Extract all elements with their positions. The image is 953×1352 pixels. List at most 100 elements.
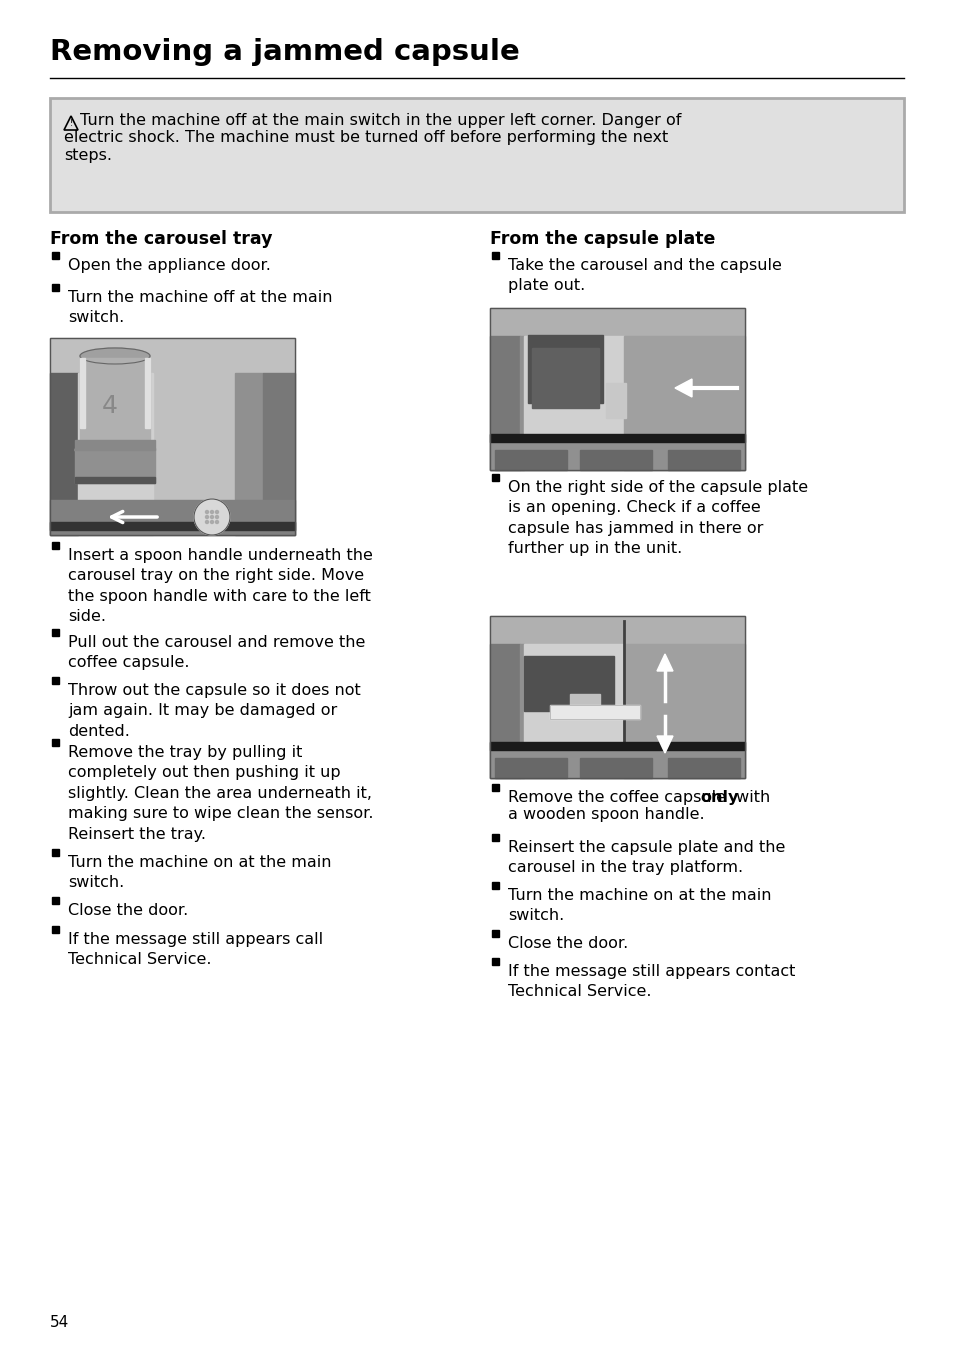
Polygon shape — [657, 654, 672, 671]
Bar — [579, 758, 651, 777]
Bar — [52, 542, 59, 549]
Bar — [667, 450, 740, 470]
Text: 54: 54 — [50, 1315, 70, 1330]
Text: electric shock. The machine must be turned off before performing the next: electric shock. The machine must be turn… — [64, 130, 667, 145]
Bar — [490, 308, 744, 470]
Text: If the message still appears contact
Technical Service.: If the message still appears contact Tec… — [507, 964, 795, 999]
Bar — [78, 373, 152, 535]
Bar — [50, 338, 294, 535]
Text: a wooden spoon handle.: a wooden spoon handle. — [507, 807, 704, 822]
Bar — [490, 617, 744, 777]
Text: Close the door.: Close the door. — [68, 903, 188, 918]
Bar — [52, 740, 59, 746]
Text: Close the door.: Close the door. — [507, 936, 628, 950]
Text: steps.: steps. — [64, 147, 112, 164]
Circle shape — [215, 511, 218, 514]
Bar — [490, 308, 744, 470]
Text: Insert a spoon handle underneath the
carousel tray on the right side. Move
the s: Insert a spoon handle underneath the car… — [68, 548, 373, 625]
Circle shape — [215, 515, 218, 519]
Bar — [623, 337, 744, 470]
Text: Open the appliance door.: Open the appliance door. — [68, 258, 271, 273]
Bar — [50, 338, 294, 535]
Text: Turn the machine on at the main
switch.: Turn the machine on at the main switch. — [507, 888, 771, 923]
Bar — [492, 882, 498, 890]
Circle shape — [205, 515, 209, 519]
Text: Take the carousel and the capsule
plate out.: Take the carousel and the capsule plate … — [507, 258, 781, 293]
Text: Throw out the capsule so it does not
jam again. It may be damaged or
dented.: Throw out the capsule so it does not jam… — [68, 683, 360, 738]
Bar — [527, 335, 602, 403]
Text: If the message still appears call
Technical Service.: If the message still appears call Techni… — [68, 932, 323, 968]
Text: Removing a jammed capsule: Removing a jammed capsule — [50, 38, 519, 66]
Bar — [490, 442, 744, 470]
Bar — [50, 500, 294, 535]
Text: with: with — [730, 790, 769, 804]
Bar — [519, 337, 523, 470]
Text: Turn the machine off at the main
switch.: Turn the machine off at the main switch. — [68, 289, 333, 326]
Bar — [495, 450, 566, 470]
Bar — [523, 644, 623, 777]
Bar — [550, 704, 639, 719]
Bar — [490, 337, 519, 470]
Polygon shape — [675, 379, 691, 397]
Bar — [532, 347, 598, 408]
Text: 4: 4 — [102, 393, 118, 418]
Ellipse shape — [80, 347, 150, 364]
Bar — [569, 694, 599, 706]
Bar — [550, 704, 639, 719]
Bar — [492, 834, 498, 841]
Text: Turn the machine off at the main switch in the upper left corner. Danger of: Turn the machine off at the main switch … — [80, 114, 680, 128]
Circle shape — [215, 521, 218, 523]
Bar — [490, 742, 744, 750]
Bar — [492, 959, 498, 965]
Text: Reinsert the capsule plate and the
carousel in the tray platform.: Reinsert the capsule plate and the carou… — [507, 840, 784, 875]
Bar — [605, 383, 625, 418]
Bar — [490, 750, 744, 777]
Text: Pull out the carousel and remove the
coffee capsule.: Pull out the carousel and remove the cof… — [68, 635, 365, 671]
Text: Remove the coffee capsule: Remove the coffee capsule — [507, 790, 730, 804]
Bar — [52, 629, 59, 635]
Text: only: only — [700, 790, 738, 804]
Circle shape — [211, 511, 213, 514]
Bar — [50, 373, 78, 535]
Polygon shape — [657, 735, 672, 753]
Bar — [75, 439, 154, 450]
Bar — [492, 930, 498, 937]
Bar — [523, 656, 614, 711]
Bar — [52, 896, 59, 904]
Bar — [50, 522, 294, 530]
Text: !: ! — [70, 119, 72, 128]
Circle shape — [211, 515, 213, 519]
Circle shape — [205, 521, 209, 523]
Text: On the right side of the capsule plate
is an opening. Check if a coffee
capsule : On the right side of the capsule plate i… — [507, 480, 807, 556]
Bar — [145, 358, 150, 429]
Circle shape — [211, 521, 213, 523]
Bar — [80, 358, 85, 429]
Circle shape — [193, 499, 230, 535]
Text: Turn the machine on at the main
switch.: Turn the machine on at the main switch. — [68, 854, 331, 891]
Text: From the capsule plate: From the capsule plate — [490, 230, 715, 247]
Text: Remove the tray by pulling it
completely out then pushing it up
slightly. Clean : Remove the tray by pulling it completely… — [68, 745, 374, 841]
Bar — [263, 373, 294, 535]
Bar — [579, 450, 651, 470]
Bar — [492, 475, 498, 481]
Text: From the carousel tray: From the carousel tray — [50, 230, 273, 247]
Bar — [490, 434, 744, 442]
Bar — [52, 677, 59, 684]
Bar — [50, 97, 903, 212]
Bar — [519, 644, 523, 777]
Bar — [52, 849, 59, 856]
Bar — [234, 373, 263, 535]
Bar — [80, 358, 150, 448]
Bar — [52, 284, 59, 291]
Bar — [495, 758, 566, 777]
Circle shape — [205, 511, 209, 514]
Ellipse shape — [75, 443, 154, 457]
Bar — [52, 251, 59, 260]
Bar — [52, 926, 59, 933]
Bar — [492, 784, 498, 791]
Bar — [490, 644, 519, 777]
Bar — [623, 644, 744, 777]
Bar — [75, 448, 154, 483]
Bar — [523, 337, 623, 470]
Bar — [667, 758, 740, 777]
